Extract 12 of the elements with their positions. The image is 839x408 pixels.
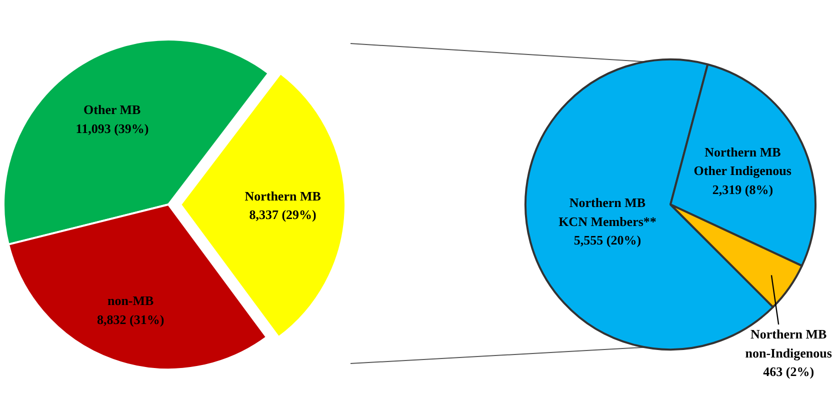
- slice-label: Other MB: [84, 102, 142, 118]
- slice-label: Northern MB KCN Members**: [558, 195, 656, 229]
- data-label: 11,093 (39%): [76, 120, 149, 136]
- data-label: 8,337 (29%): [249, 207, 316, 222]
- data-label: 5,555 (20%): [574, 232, 642, 248]
- data-label: 463 (2%): [763, 364, 814, 379]
- slice-label: Northern MB Other Indigenous: [694, 144, 792, 178]
- data-label: 2,319 (8%): [712, 182, 774, 197]
- slice-label: non-MB: [107, 293, 154, 308]
- slice-label: Northern MB non-Indigenous: [745, 326, 832, 360]
- slice-label: Northern MB: [244, 188, 322, 204]
- data-label: 8,832 (31%): [97, 312, 164, 327]
